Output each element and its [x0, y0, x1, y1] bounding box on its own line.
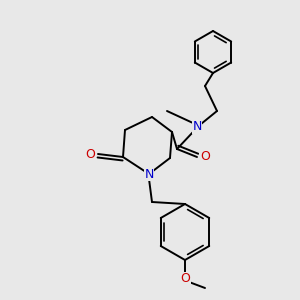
Text: O: O [85, 148, 95, 160]
Text: O: O [200, 149, 210, 163]
Text: N: N [144, 167, 154, 181]
Text: O: O [180, 272, 190, 286]
Text: N: N [192, 121, 202, 134]
